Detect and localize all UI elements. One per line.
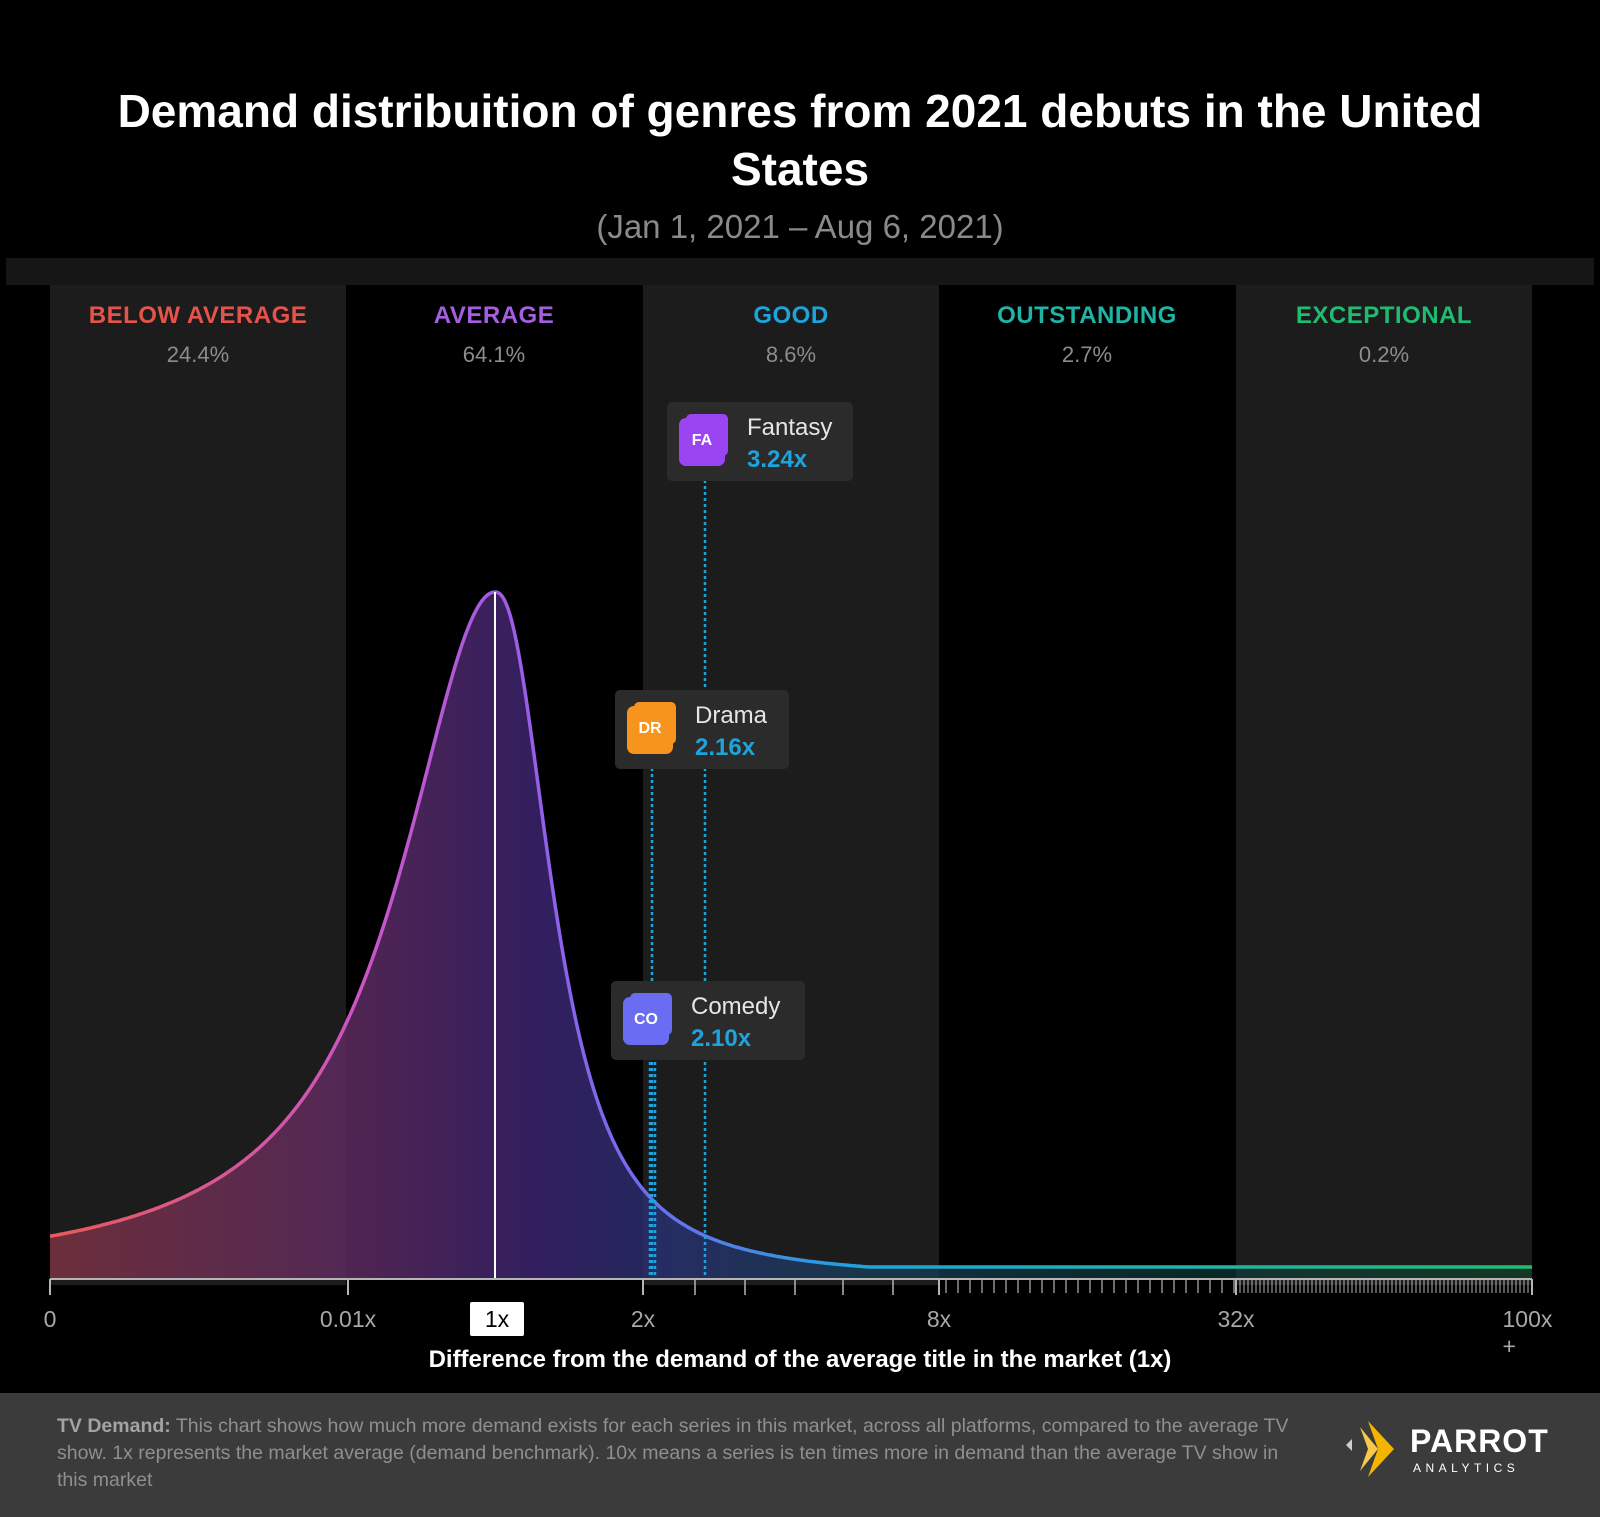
footer-note-label: TV Demand: <box>57 1415 171 1437</box>
x-tick-label: 2x <box>630 1306 656 1332</box>
badge-abbr: CO <box>623 997 669 1045</box>
badge-abbr: FA <box>679 418 725 466</box>
genre-badge-comedy: CO <box>623 991 674 1045</box>
x-tick-label: 100x + <box>1502 1306 1553 1359</box>
band-share-below-average: 24.4% <box>166 342 230 367</box>
band-label-below-average: BELOW AVERAGE <box>88 302 308 329</box>
logo-name: PARROT <box>1410 1423 1549 1459</box>
band-share-good: 8.6% <box>765 342 817 367</box>
badge-abbr: DR <box>627 706 673 754</box>
band-label-average: AVERAGE <box>433 302 555 329</box>
distribution-area <box>50 592 1532 1279</box>
band-label-exceptional: EXCEPTIONAL <box>1295 302 1473 329</box>
parrot-logo-icon <box>1346 1421 1394 1477</box>
chart-subtitle: (Jan 1, 2021 – Aug 6, 2021) <box>596 208 1004 245</box>
tooltip-fantasy[interactable]: FA Fantasy 3.24x <box>667 402 853 481</box>
band-share-exceptional: 0.2% <box>1358 342 1410 367</box>
band-label-outstanding: OUTSTANDING <box>997 302 1177 329</box>
genre-value: 3.24x <box>747 446 808 473</box>
footer: TV Demand: This chart shows how much mor… <box>0 1393 1600 1517</box>
genre-name: Fantasy <box>747 414 833 441</box>
band-bg-exceptional <box>1236 285 1532 1285</box>
chart-title: Demand distribuition of genres from 2021… <box>117 85 1483 195</box>
x-axis-ticks <box>49 1279 1533 1295</box>
x-tick-label: 8x <box>926 1306 952 1332</box>
logo-sub: ANALYTICS <box>1413 1461 1520 1475</box>
genre-value: 2.16x <box>695 734 756 761</box>
genre-value: 2.10x <box>691 1025 752 1052</box>
band-bg-outstanding <box>939 285 1236 1285</box>
x-tick-label: 0 <box>43 1306 57 1332</box>
band-label-good: GOOD <box>753 302 829 329</box>
band-share-outstanding: 2.7% <box>1061 342 1113 367</box>
band-header-strip <box>6 258 1594 285</box>
genre-badge-fantasy: FA <box>679 412 730 466</box>
genre-badge-drama: DR <box>627 700 678 754</box>
genre-name: Comedy <box>691 993 781 1020</box>
x-axis-title: Difference from the demand of the averag… <box>428 1346 1172 1373</box>
band-share-average: 64.1% <box>462 342 526 367</box>
genre-name: Drama <box>695 702 768 729</box>
tooltip-comedy[interactable]: CO Comedy 2.10x <box>611 981 805 1060</box>
footer-note-text: This chart shows how much more demand ex… <box>57 1415 1289 1491</box>
x-tick-label: 0.01x <box>319 1306 377 1332</box>
parrot-analytics-logo: PARROT ANALYTICS <box>1338 1415 1558 1485</box>
footer-note: TV Demand: This chart shows how much mor… <box>57 1413 1297 1494</box>
tooltip-drama[interactable]: DR Drama 2.16x <box>615 690 789 769</box>
distribution-curve <box>49 590 1532 1269</box>
x-tick-label: 32x <box>1217 1306 1255 1332</box>
x-tick-label-highlighted: 1x <box>470 1302 524 1336</box>
